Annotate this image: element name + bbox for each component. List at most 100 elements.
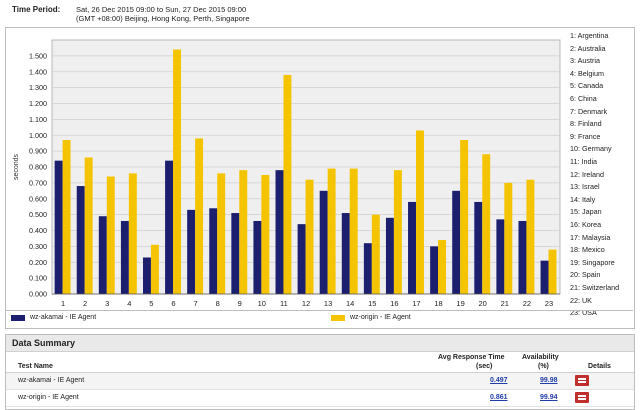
- y-tick-label: 0.100: [29, 274, 47, 283]
- details-icon[interactable]: [575, 392, 589, 403]
- country-list-item: 4: Belgium: [570, 68, 604, 78]
- bar-akamai: [275, 170, 284, 294]
- bar-akamai: [76, 186, 85, 294]
- y-tick-label: 0.900: [29, 147, 47, 156]
- x-tick-label: 9: [238, 299, 242, 308]
- bar-origin: [106, 176, 115, 294]
- bar-origin: [283, 74, 292, 294]
- time-period-timezone: (GMT +08:00) Beijing, Hong Kong, Perth, …: [76, 14, 250, 23]
- header-test-name: Test Name: [18, 363, 53, 370]
- bar-origin: [217, 173, 226, 294]
- x-tick-label: 22: [523, 299, 531, 308]
- bar-origin: [438, 240, 447, 294]
- country-list-item: 17: Malaysia: [570, 232, 611, 242]
- country-list-item: 7: Denmark: [570, 106, 608, 116]
- bar-akamai: [253, 220, 262, 294]
- y-tick-label: 0.600: [29, 194, 47, 203]
- legend-label-akamai: wz-akamai - IE Agent: [30, 314, 97, 321]
- bar-origin: [460, 140, 469, 294]
- country-list-item: 13: Israel: [570, 182, 600, 192]
- legend-item-akamai: wz-akamai - IE Agent: [11, 314, 96, 321]
- x-tick-label: 15: [368, 299, 376, 308]
- x-tick-label: 6: [171, 299, 175, 308]
- x-tick-label: 17: [412, 299, 420, 308]
- bar-akamai: [341, 213, 350, 294]
- x-tick-label: 20: [479, 299, 487, 308]
- bar-origin: [371, 214, 380, 294]
- y-tick-label: 1.200: [29, 99, 47, 108]
- y-tick-label: 1.500: [29, 51, 47, 60]
- y-tick-label: 0.000: [29, 290, 47, 299]
- bar-akamai: [231, 213, 240, 294]
- bar-origin: [504, 182, 513, 294]
- x-tick-label: 4: [127, 299, 131, 308]
- y-tick-label: 0.200: [29, 258, 47, 267]
- bar-origin: [84, 157, 93, 294]
- availability-link[interactable]: 99.94: [540, 394, 558, 401]
- country-list-item: 6: China: [570, 94, 597, 103]
- bar-origin: [327, 168, 336, 294]
- bar-akamai: [518, 220, 527, 294]
- bar-akamai: [142, 257, 151, 294]
- x-tick-label: 12: [302, 299, 310, 308]
- country-list-item: 12: Ireland: [570, 169, 604, 179]
- bar-akamai: [98, 216, 107, 294]
- x-tick-label: 3: [105, 299, 109, 308]
- y-axis-label: seconds: [13, 153, 20, 180]
- response-time-chart: 0.000 0.100 0.200 0.300 0.400 0.500 0.600 0.700…: [13, 39, 561, 308]
- x-tick-label: 1: [61, 299, 65, 308]
- country-list-item: 8: Finland: [570, 119, 602, 129]
- summary-table-body: wz-akamai - IE Agent 0.497 99.98 wz-orig…: [6, 373, 634, 407]
- y-tick-label: 1.400: [29, 67, 47, 76]
- y-tick-label: 0.300: [29, 242, 47, 251]
- x-tick-label: 5: [149, 299, 153, 308]
- x-tick-label: 13: [324, 299, 332, 308]
- bar-origin: [128, 173, 137, 294]
- bar-akamai: [385, 217, 394, 294]
- bar-origin: [150, 244, 159, 294]
- details-icon[interactable]: [575, 375, 589, 386]
- header-avg-unit: (sec): [476, 363, 493, 370]
- bar-origin: [173, 49, 181, 295]
- x-tick-label: 11: [280, 299, 288, 308]
- legend-swatch-origin: [331, 314, 345, 321]
- bar-akamai: [319, 190, 328, 294]
- bar-origin: [393, 170, 402, 294]
- time-period-header: Time Period: Sat, 26 Dec 2015 09:00 to S…: [0, 0, 640, 26]
- y-tick-label: 0.500: [29, 210, 47, 219]
- bar-akamai: [496, 219, 505, 294]
- test-name: wz-origin - IE Agent: [18, 394, 79, 401]
- y-tick-label: 0.400: [29, 226, 47, 235]
- bar-akamai: [297, 224, 306, 294]
- availability-link[interactable]: 99.98: [540, 377, 558, 384]
- bar-origin: [195, 138, 204, 294]
- bar-origin: [62, 140, 71, 294]
- bar-origin: [261, 174, 270, 294]
- avg-response-link[interactable]: 0.861: [490, 394, 508, 401]
- country-list-item: 3: Austria: [570, 56, 600, 66]
- country-list-item: 11: India: [570, 157, 598, 166]
- data-summary-panel: Data Summary Test Name Avg Response Time…: [5, 334, 635, 410]
- avg-response-link[interactable]: 0.497: [490, 377, 508, 384]
- bar-akamai: [408, 201, 416, 294]
- country-list-item: 10: Germany: [570, 144, 612, 154]
- x-tick-label: 19: [456, 299, 464, 308]
- summary-table-header: Test Name Avg Response Time (sec) Availa…: [6, 352, 634, 373]
- bar-akamai: [430, 246, 439, 294]
- bar-akamai: [165, 160, 174, 294]
- bar-origin: [548, 249, 557, 294]
- test-name: wz-akamai - IE Agent: [18, 377, 85, 384]
- data-summary-title: Data Summary: [6, 335, 634, 352]
- x-tick-label: 21: [501, 299, 509, 308]
- header-details: Details: [588, 363, 611, 370]
- y-tick-label: 0.700: [29, 178, 47, 187]
- bar-origin: [349, 168, 358, 294]
- country-list-item: 16: Korea: [570, 220, 602, 229]
- bar-akamai: [54, 160, 63, 294]
- country-list-item: 15: Japan: [570, 207, 602, 217]
- bar-origin: [526, 179, 535, 294]
- y-tick-label: 0.800: [29, 163, 47, 172]
- bar-akamai: [363, 243, 372, 294]
- country-list-item: 22: UK: [570, 295, 592, 305]
- country-list-item: 23: USA: [570, 308, 597, 318]
